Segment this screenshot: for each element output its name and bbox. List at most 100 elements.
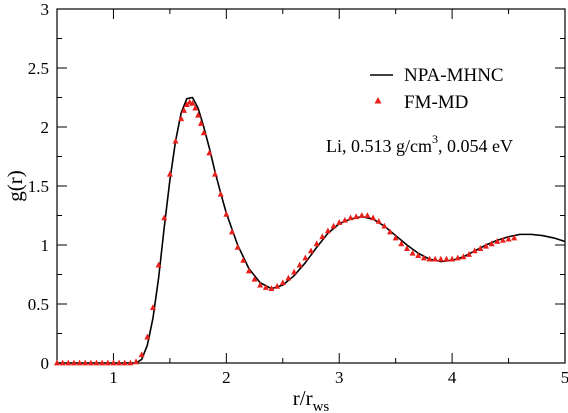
- fm-md-point: [499, 236, 506, 243]
- y-tick-label: 1.5: [28, 177, 49, 196]
- fm-md-point: [217, 190, 224, 197]
- fm-md-point: [138, 351, 145, 358]
- fm-md-point: [183, 101, 190, 107]
- fm-md-point: [144, 333, 151, 340]
- fm-md-point: [82, 359, 89, 366]
- fm-md-point: [234, 243, 241, 250]
- fm-md-point: [121, 359, 128, 366]
- fm-md-point: [415, 252, 422, 259]
- fm-md-point: [87, 359, 94, 366]
- fm-md-point: [398, 240, 405, 247]
- fm-md-point: [330, 222, 337, 229]
- fm-md-point: [195, 111, 202, 118]
- fm-md-point: [296, 261, 303, 268]
- fm-md-point: [127, 359, 134, 366]
- fm-md-point: [59, 359, 66, 366]
- y-axis-ticks: 0 0.5 1 1.5 2 2.5 3: [28, 0, 565, 373]
- fm-md-point: [65, 359, 72, 366]
- fm-md-point: [228, 228, 235, 235]
- fm-md-point: [116, 359, 123, 366]
- fm-md-point: [341, 216, 348, 223]
- fm-md-point: [511, 234, 518, 241]
- annotation-conditions: Li, 0.513 g/cm3, 0.054 eV: [326, 132, 513, 156]
- fm-md-point: [54, 359, 60, 366]
- fm-md-point: [268, 285, 275, 292]
- fm-md-point: [319, 233, 326, 240]
- fm-md-point: [70, 359, 77, 366]
- annotation-suffix: , 0.054 eV: [438, 136, 513, 156]
- fm-md-point: [262, 284, 269, 290]
- fm-md-point: [353, 213, 360, 220]
- fm-md-point: [133, 358, 140, 365]
- legend-label-fm-md: FM-MD: [404, 92, 468, 113]
- x-tick-label: 5: [561, 368, 568, 387]
- y-tick-label: 2: [41, 118, 50, 137]
- legend-triangle-swatch: [374, 97, 382, 104]
- fm-md-point: [358, 212, 365, 218]
- fm-md-point: [245, 267, 252, 274]
- fm-md-point: [189, 100, 196, 106]
- fm-md-point: [149, 304, 156, 310]
- plot-frame: [56, 8, 566, 364]
- series-layer: [54, 96, 566, 366]
- fm-md-point: [460, 253, 467, 260]
- fm-md-point: [375, 218, 382, 224]
- legend-label-npa-mhnc: NPA-MHNC: [404, 65, 504, 86]
- x-tick-label: 1: [109, 368, 118, 387]
- fm-md-point: [181, 107, 187, 113]
- x-tick-label: 3: [335, 368, 344, 387]
- y-tick-label: 2.5: [28, 59, 49, 78]
- fm-md-point: [251, 275, 258, 282]
- fm-md-point: [488, 240, 495, 247]
- fm-md-point: [324, 227, 331, 234]
- fm-md-point: [466, 251, 473, 257]
- fm-md-point: [449, 255, 456, 262]
- fm-md-point: [477, 245, 484, 251]
- legend: NPA-MHNC FM-MD: [370, 65, 504, 113]
- fm-md-point: [110, 359, 117, 366]
- fm-md-point: [76, 359, 83, 366]
- fm-md-point: [206, 149, 213, 156]
- fm-md-point: [454, 254, 461, 261]
- fm-md-point: [403, 245, 410, 251]
- fm-md-point: [482, 242, 489, 249]
- fm-md-point: [381, 222, 388, 229]
- x-tick-label: 2: [222, 368, 231, 387]
- fm-md-point: [432, 255, 439, 262]
- fm-md-point: [370, 214, 377, 221]
- y-axis-title: g(r): [3, 170, 27, 201]
- fm-md-point: [336, 219, 343, 225]
- fm-md-point: [192, 104, 199, 111]
- fm-md-point: [172, 137, 179, 144]
- fm-md-point: [308, 247, 314, 254]
- fm-md-point: [104, 359, 111, 366]
- fm-md-point: [178, 115, 185, 122]
- fm-md-point: [291, 268, 298, 275]
- fm-md-point: [392, 234, 399, 241]
- fm-md-point: [274, 282, 281, 289]
- fm-md-point: [212, 170, 219, 177]
- fm-md-point: [99, 359, 106, 366]
- fm-md-point: [494, 238, 501, 244]
- annotation-superscript: 3: [432, 132, 438, 146]
- fm-md-point: [166, 170, 173, 177]
- fm-md-point: [240, 256, 247, 263]
- fm-md-point: [200, 129, 207, 136]
- y-tick-label: 0: [41, 354, 50, 373]
- fm-md-point: [420, 254, 427, 261]
- fm-md-point: [302, 254, 309, 261]
- fm-md-point: [505, 235, 512, 242]
- fm-md-point: [197, 120, 204, 126]
- y-tick-label: 1: [41, 236, 50, 255]
- fm-md-point: [285, 274, 292, 281]
- fm-md-point: [347, 214, 354, 221]
- fm-md-point: [426, 255, 433, 262]
- y-tick-label: 3: [41, 0, 50, 19]
- fm-md-point: [437, 255, 444, 262]
- fm-md-point: [387, 228, 394, 235]
- x-axis-title: r/rws: [293, 386, 330, 413]
- fm-md-point: [93, 359, 100, 366]
- fm-md-point: [471, 247, 478, 254]
- annotation-main: Li, 0.513 g/cm: [326, 136, 432, 156]
